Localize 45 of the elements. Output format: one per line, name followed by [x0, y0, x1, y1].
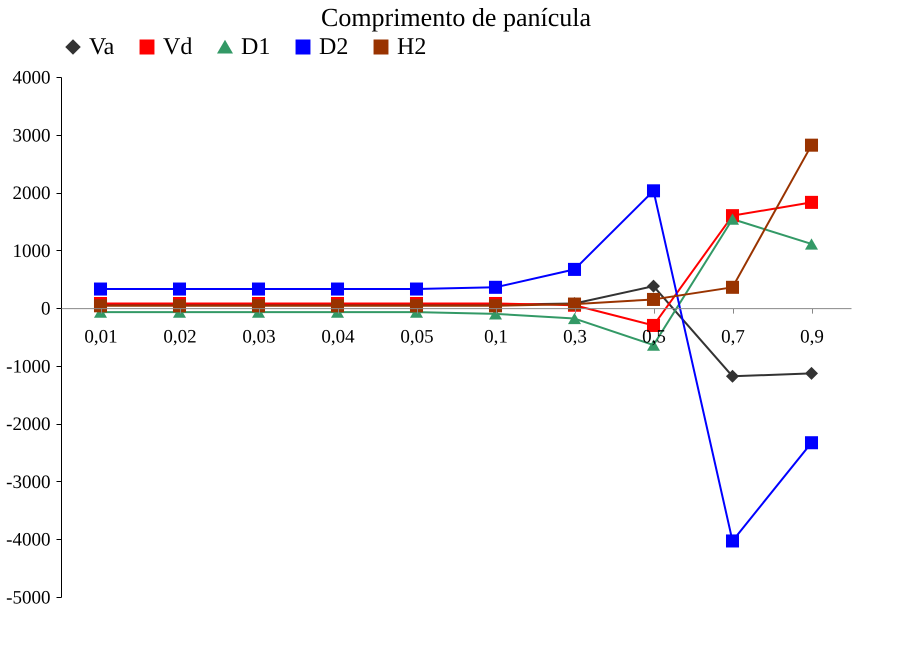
point: [94, 282, 108, 296]
point: [646, 292, 660, 306]
legend-label: D1: [241, 34, 270, 60]
legend-label: D2: [319, 34, 348, 60]
x-tick-label: 0,01: [84, 326, 118, 348]
point: [804, 436, 818, 450]
point: [726, 534, 740, 548]
y-tick-label: -5000: [6, 588, 50, 608]
point: [568, 262, 582, 276]
point: [804, 196, 818, 209]
y-tick-label: 1000: [12, 240, 50, 262]
x-tick-label: 0,3: [563, 326, 587, 348]
chart-title: Comprimento de panícula: [320, 3, 592, 32]
point: [410, 282, 424, 296]
point: [568, 312, 582, 324]
y-tick-label: -3000: [6, 472, 50, 493]
point: [804, 238, 818, 250]
point: [804, 138, 818, 152]
y-tick-label: -1000: [6, 356, 50, 378]
y-tick-label: 4000: [12, 68, 50, 88]
point: [252, 282, 266, 296]
y-tick-label: 3000: [12, 125, 50, 146]
point: [172, 282, 186, 296]
x-tick-label: 0,03: [242, 326, 276, 348]
point: [488, 280, 502, 294]
point: [726, 280, 740, 294]
point: [726, 213, 740, 225]
point: [804, 366, 818, 380]
point: [646, 184, 660, 198]
point: [726, 370, 740, 383]
point: [646, 280, 660, 293]
y-tick-label: 0: [41, 298, 50, 320]
y-tick-label: -2000: [6, 414, 50, 436]
legend-label: Vd: [163, 34, 192, 60]
x-tick-label: 0,9: [800, 326, 824, 348]
point: [330, 282, 344, 296]
y-tick-label: 2000: [12, 183, 50, 204]
legend-label: Va: [89, 34, 115, 60]
x-tick-label: 0,02: [163, 326, 197, 348]
x-tick-label: 0,05: [400, 326, 434, 348]
x-tick-label: 0,04: [321, 326, 356, 348]
legend-label: H2: [397, 34, 426, 60]
y-tick-label: -4000: [6, 530, 50, 551]
x-tick-label: 0,1: [484, 326, 508, 348]
x-tick-label: 0,7: [721, 326, 745, 348]
